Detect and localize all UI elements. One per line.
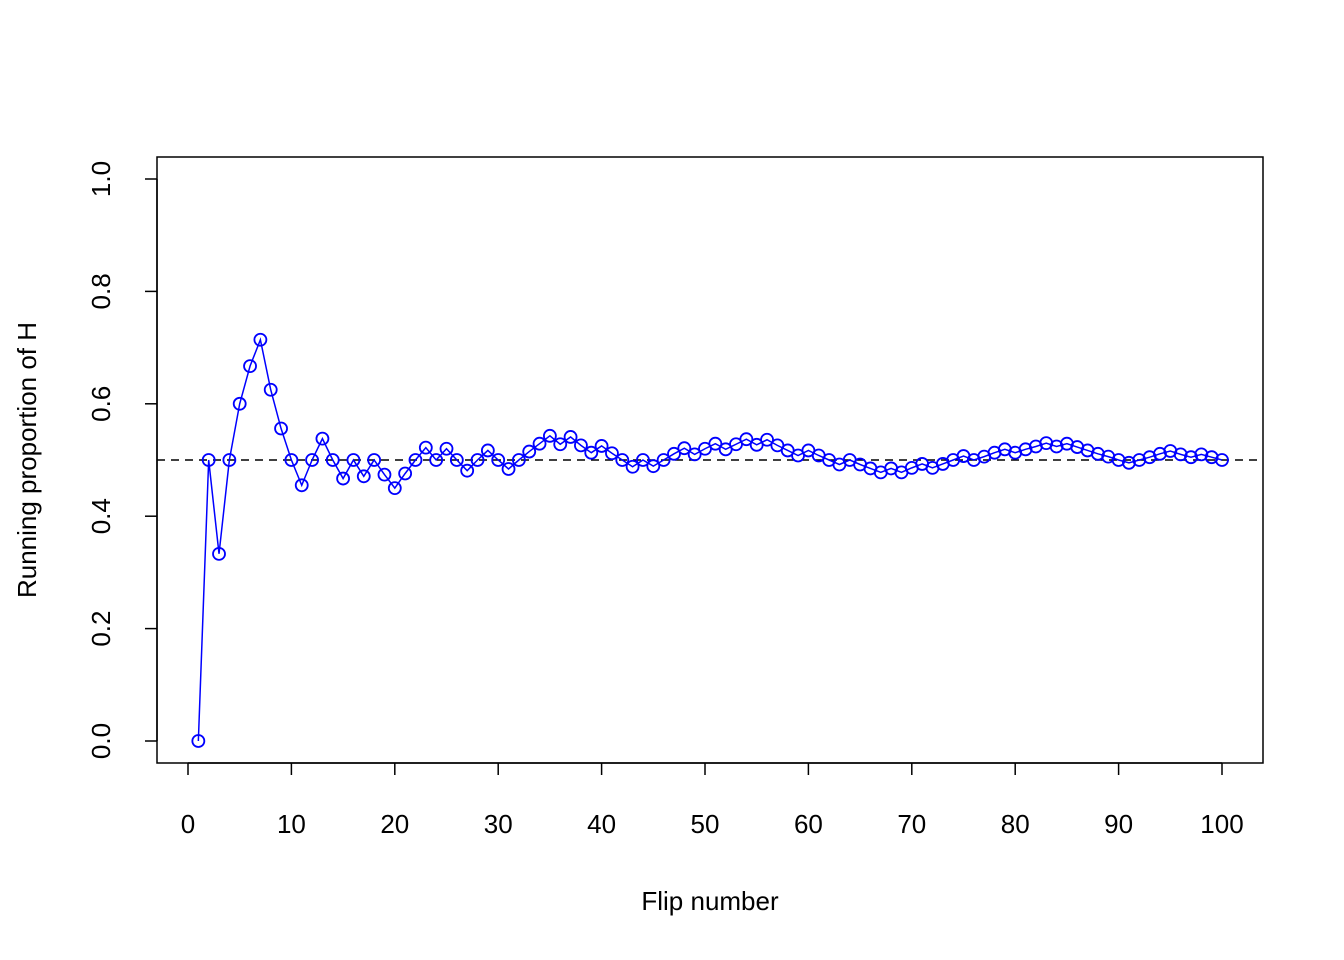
x-tick-label: 80 — [1001, 809, 1030, 839]
data-point — [584, 445, 599, 460]
y-tick-label: 0.8 — [86, 273, 116, 309]
y-tick-label: 0.2 — [86, 611, 116, 647]
data-point — [532, 436, 547, 451]
data-point — [222, 453, 237, 467]
data-point — [325, 453, 340, 467]
data-point — [377, 467, 392, 482]
data-point — [367, 453, 382, 467]
y-tick-label: 0.0 — [86, 723, 116, 759]
x-tick-label: 70 — [897, 809, 926, 839]
data-point — [708, 436, 723, 451]
data-point — [739, 432, 754, 447]
data-point — [470, 453, 485, 467]
x-tick-label: 0 — [181, 809, 195, 839]
data-point — [429, 453, 444, 467]
data-point — [212, 546, 226, 561]
data-point — [687, 447, 702, 462]
data-point — [677, 441, 692, 456]
data-point — [480, 443, 495, 458]
x-tick-label: 50 — [691, 809, 720, 839]
x-axis: 0 10 20 30 40 50 60 70 80 90 100 — [181, 762, 1244, 839]
data-point — [305, 453, 319, 467]
data-point — [356, 469, 371, 484]
x-tick-label: 10 — [277, 809, 306, 839]
x-tick-label: 60 — [794, 809, 823, 839]
data-point — [522, 444, 537, 459]
data-point — [553, 437, 568, 452]
data-point — [346, 453, 361, 467]
data-point — [274, 421, 288, 436]
data-point — [398, 466, 413, 481]
x-tick-label: 100 — [1200, 809, 1243, 839]
data-point — [315, 431, 330, 446]
data-point — [201, 453, 216, 467]
y-tick-label: 1.0 — [86, 161, 116, 197]
data-point — [418, 440, 433, 455]
x-tick-label: 40 — [587, 809, 616, 839]
data-point — [615, 453, 630, 467]
data-point — [294, 478, 309, 493]
data-point — [543, 428, 557, 443]
data-point — [656, 453, 671, 467]
data-point — [563, 430, 578, 444]
data-point — [253, 332, 268, 347]
data-point — [284, 453, 299, 467]
data-point — [449, 453, 464, 467]
data-point — [760, 432, 774, 447]
data-point — [191, 734, 206, 748]
x-tick-label: 90 — [1104, 809, 1133, 839]
data-point — [646, 459, 661, 474]
x-tick-label: 20 — [380, 809, 409, 839]
data-point — [243, 359, 257, 374]
y-tick-label: 0.4 — [86, 498, 116, 534]
data-point — [460, 463, 475, 478]
y-tick-label: 0.6 — [86, 386, 116, 422]
data-point — [439, 441, 454, 456]
data-point — [263, 382, 278, 397]
data-point — [232, 396, 247, 411]
data-point — [491, 453, 506, 467]
y-axis: 0.0 0.2 0.4 0.6 0.8 1.0 — [86, 161, 158, 759]
data-point — [605, 446, 619, 461]
data-point — [336, 471, 351, 486]
data-point — [511, 453, 526, 467]
data-point — [387, 481, 402, 496]
y-axis-title: Running proportion of H — [12, 322, 42, 598]
x-tick-label: 30 — [484, 809, 513, 839]
data-point — [408, 453, 423, 467]
data-point — [594, 439, 609, 453]
data-point — [625, 459, 640, 474]
data-point — [667, 446, 681, 461]
series-line — [197, 337, 1223, 742]
x-axis-title: Flip number — [641, 886, 779, 916]
data-point — [501, 462, 516, 476]
data-point — [636, 453, 650, 467]
data-point — [574, 438, 588, 453]
data-point — [1215, 453, 1229, 467]
data-points — [191, 332, 1229, 748]
